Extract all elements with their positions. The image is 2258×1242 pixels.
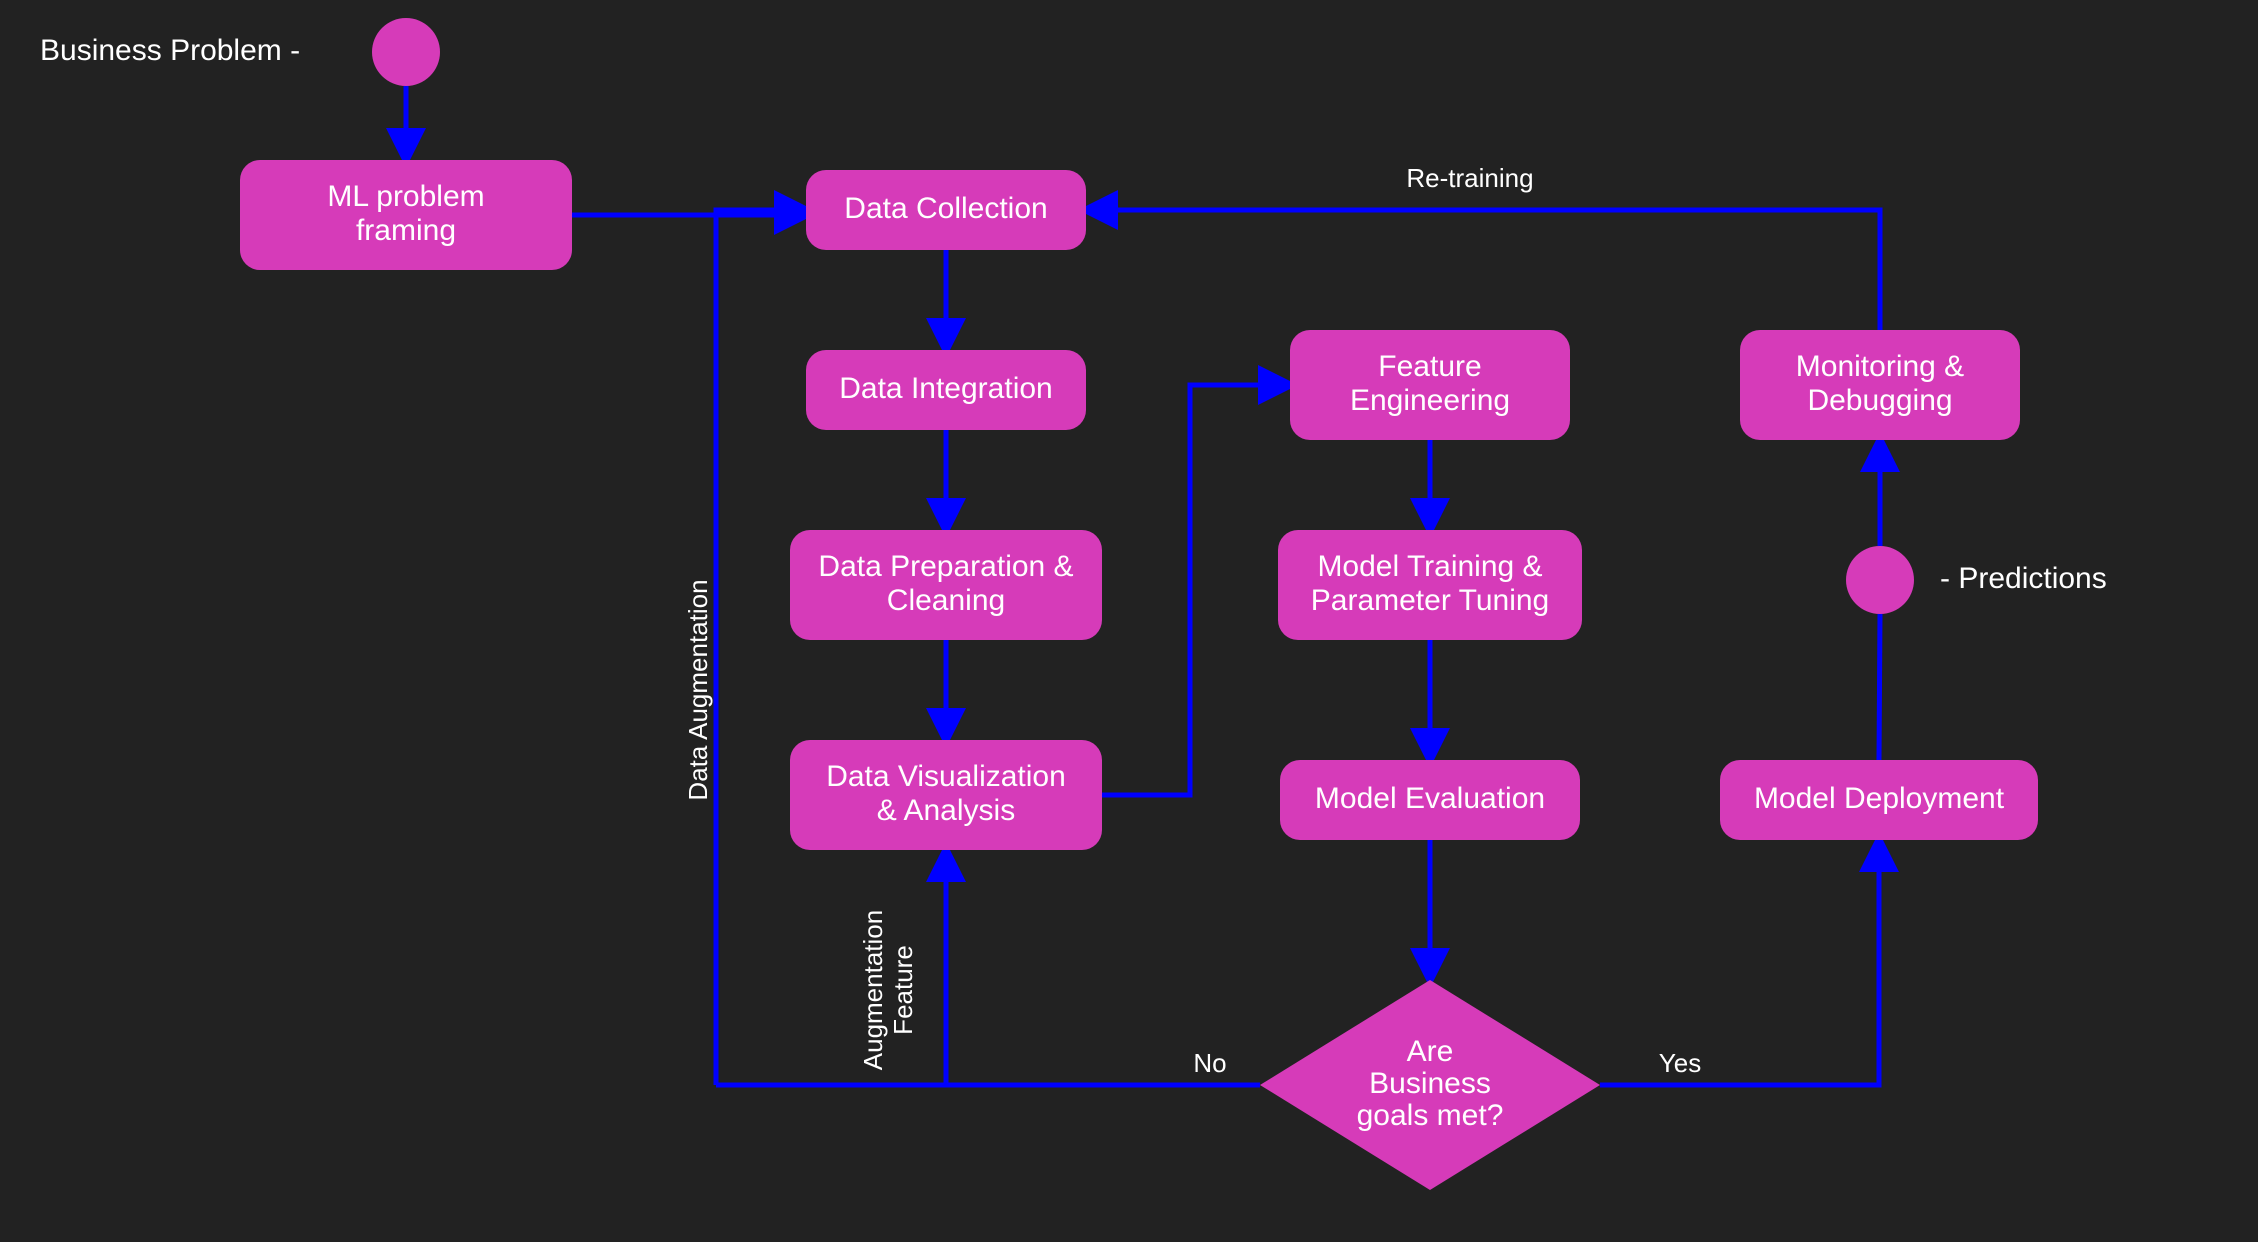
- node-label-model_training: Parameter Tuning: [1311, 584, 1549, 617]
- node-predictions_dot: [1846, 546, 1914, 614]
- label: Business Problem -: [40, 34, 300, 67]
- label: Data Augmentation: [683, 579, 713, 800]
- node-label-decision: goals met?: [1357, 1099, 1504, 1132]
- node-label-monitoring: Debugging: [1807, 384, 1952, 417]
- node-label-data_prep: Cleaning: [887, 584, 1005, 617]
- edge: [1600, 840, 1879, 1085]
- node-label-data_viz: & Analysis: [877, 794, 1015, 827]
- label: Yes: [1659, 1048, 1701, 1078]
- diagram-stage: ML problemframing Data Collection Data Int…: [0, 0, 2258, 1242]
- label: No: [1193, 1048, 1226, 1078]
- node-label-decision: Are: [1407, 1035, 1454, 1068]
- node-label-decision: Business: [1369, 1067, 1491, 1100]
- node-label-ml_problem_framing: framing: [356, 214, 456, 247]
- node-label-model_training: Model Training &: [1317, 550, 1542, 583]
- label: Feature: [888, 945, 918, 1035]
- node-business_problem_dot: [372, 18, 440, 86]
- edge: [1879, 614, 1880, 760]
- node-label-monitoring: Monitoring &: [1796, 350, 1964, 383]
- flowchart-svg: ML problemframing Data Collection Data Int…: [0, 0, 2258, 1242]
- node-label-data_viz: Data Visualization: [826, 760, 1066, 793]
- label: Augmentation: [858, 910, 888, 1070]
- node-label-ml_problem_framing: ML problem: [327, 180, 484, 213]
- node-label-feature_eng: Engineering: [1350, 384, 1510, 417]
- node-label-data_integration: Data Integration: [839, 372, 1052, 405]
- edge: [1102, 385, 1290, 795]
- label: - Predictions: [1940, 562, 2107, 595]
- label: Re-training: [1406, 163, 1533, 193]
- node-label-model_deploy: Model Deployment: [1754, 782, 2005, 815]
- nodes-group: ML problemframing Data Collection Data Int…: [240, 18, 2038, 1190]
- node-label-model_eval: Model Evaluation: [1315, 782, 1545, 815]
- edges-group: [406, 86, 1880, 1085]
- node-label-feature_eng: Feature: [1378, 350, 1481, 383]
- node-label-data_prep: Data Preparation &: [818, 550, 1073, 583]
- edge: [1086, 210, 1880, 330]
- node-label-data_collection: Data Collection: [844, 192, 1047, 225]
- edge: [716, 210, 806, 1085]
